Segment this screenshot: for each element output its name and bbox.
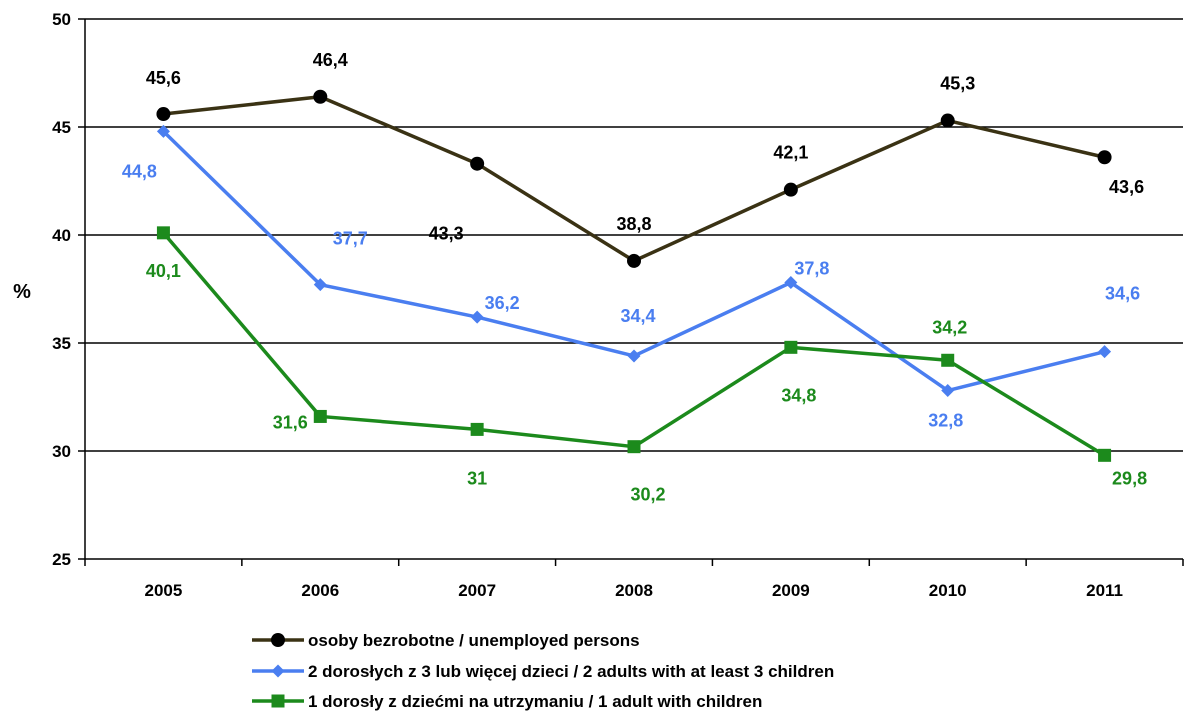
legend-label: 1 dorosły z dziećmi na utrzymaniu / 1 ad… (308, 692, 762, 711)
x-tick-label-2006: 2006 (301, 581, 339, 600)
legend-marker (271, 633, 285, 647)
data-label: 45,3 (940, 74, 975, 94)
data-point (627, 253, 641, 268)
grid-lines (85, 18, 1183, 452)
y-tick-label: 45 (52, 118, 71, 137)
x-tick-label-2007: 2007 (458, 581, 496, 600)
data-labels: 45,6 46,4 43,3 38,8 42,1 45,3 43,6 44,8 37,7 36,2… (122, 50, 1147, 505)
data-point (313, 278, 327, 292)
data-point (627, 349, 641, 363)
y-tick-label: 40 (52, 226, 71, 245)
data-point (627, 440, 641, 454)
data-label: 32,8 (928, 411, 963, 431)
data-point (313, 89, 328, 104)
data-label: 37,7 (333, 229, 368, 249)
data-label: 34,8 (781, 385, 816, 405)
data-point (313, 409, 327, 423)
data-label: 29,8 (1112, 468, 1147, 488)
data-label: 42,1 (773, 143, 808, 163)
data-point (470, 422, 484, 436)
legend-marker (271, 694, 285, 708)
y-tick-label: 50 (52, 10, 71, 29)
data-point (156, 124, 170, 138)
data-label: 43,3 (429, 224, 464, 244)
legend: osoby bezrobotne / unemployed persons 2 d… (252, 631, 834, 711)
data-label: 38,8 (616, 214, 651, 234)
y-axis-label: % (13, 281, 31, 303)
y-tick-label: 35 (52, 334, 71, 353)
data-point (941, 384, 955, 398)
y-axis-ticks: 25 30 35 40 45 50 (52, 10, 85, 569)
data-point (156, 107, 171, 122)
x-tick-label-2008: 2008 (615, 581, 653, 600)
y-tick-label: 30 (52, 442, 71, 461)
data-label: 31 (467, 468, 487, 488)
x-tick-label-2009: 2009 (772, 581, 810, 600)
y-tick-label: 25 (52, 550, 71, 569)
data-label: 43,6 (1109, 177, 1144, 197)
series-layer (156, 89, 1112, 462)
x-tick-label-2005: 2005 (145, 581, 183, 600)
data-label: 34,2 (932, 317, 967, 337)
x-axis-ticks: 2005 2006 2007 2008 2009 2010 2011 (84, 559, 1184, 600)
data-label: 36,2 (485, 293, 520, 313)
data-label: 45,6 (146, 68, 181, 88)
series-line-0 (163, 95, 1105, 263)
legend-label: osoby bezrobotne / unemployed persons (308, 631, 640, 650)
data-label: 37,8 (794, 259, 829, 279)
legend-marker (271, 664, 285, 678)
data-label: 30,2 (630, 485, 665, 505)
data-point (1097, 150, 1112, 165)
data-label: 44,8 (122, 161, 157, 181)
data-point (470, 156, 485, 171)
legend-label: 2 dorosłych z 3 lub więcej dzieci / 2 ad… (308, 662, 834, 681)
data-point (1098, 448, 1112, 462)
data-point (941, 353, 955, 367)
data-point (1098, 345, 1112, 359)
data-point (783, 182, 798, 197)
data-label: 40,1 (146, 261, 181, 281)
data-point (156, 226, 170, 240)
data-point (784, 276, 798, 290)
data-label: 31,6 (273, 412, 308, 432)
data-label: 34,4 (620, 306, 655, 326)
data-label: 46,4 (313, 50, 348, 70)
data-point (470, 310, 484, 324)
x-tick-label-2011: 2011 (1086, 581, 1123, 600)
data-point (784, 340, 798, 354)
x-tick-label-2010: 2010 (929, 581, 967, 600)
data-point (940, 113, 955, 128)
axes (84, 19, 1183, 560)
data-label: 34,6 (1105, 284, 1140, 304)
